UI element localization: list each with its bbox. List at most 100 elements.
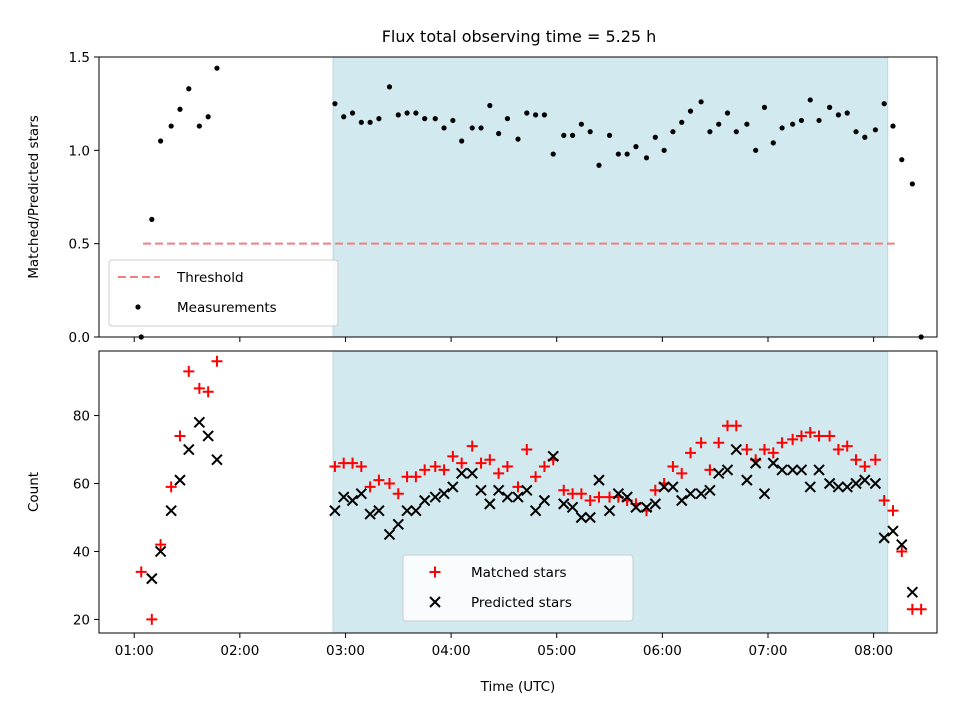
data-point	[484, 498, 496, 510]
data-point	[561, 132, 567, 138]
count-y-axis-label: Count	[26, 472, 42, 512]
data-point	[196, 123, 202, 129]
data-point	[835, 112, 842, 118]
legend-x-marker	[429, 596, 441, 608]
data-point	[859, 474, 871, 486]
data-point	[744, 121, 750, 127]
data-point	[606, 132, 613, 138]
data-point	[202, 386, 214, 398]
data-point	[713, 437, 725, 449]
data-point	[787, 433, 799, 445]
data-point	[524, 110, 530, 116]
data-point	[685, 447, 697, 459]
data-point	[422, 116, 428, 122]
data-point	[429, 491, 441, 503]
data-point	[541, 112, 548, 118]
data-point	[367, 119, 373, 125]
data-point	[584, 511, 596, 524]
count-series-predicted-stars	[146, 416, 919, 598]
data-point	[575, 511, 588, 524]
data-point	[667, 461, 679, 473]
data-point	[441, 125, 447, 131]
data-point	[383, 478, 395, 490]
data-point	[887, 505, 899, 517]
data-point	[146, 613, 158, 625]
data-point	[496, 130, 502, 137]
data-point	[358, 119, 364, 125]
data-point	[395, 112, 401, 118]
data-point	[816, 117, 822, 124]
data-point	[487, 102, 493, 109]
data-point	[501, 491, 514, 503]
data-point	[896, 538, 908, 551]
count-axes-frame	[98, 350, 938, 634]
data-point	[881, 101, 887, 107]
data-point	[643, 155, 650, 161]
data-point	[770, 140, 776, 146]
data-point	[776, 437, 788, 449]
data-point	[538, 494, 551, 507]
data-point	[174, 474, 186, 486]
data-point	[410, 504, 422, 517]
data-point	[418, 494, 431, 507]
data-point	[767, 447, 779, 459]
ratio-observing-span	[332, 56, 889, 338]
data-point	[432, 116, 438, 122]
legend: Matched stars Predicted stars	[402, 554, 634, 622]
data-point	[786, 464, 799, 476]
data-point	[168, 123, 174, 129]
data-point	[869, 477, 882, 490]
ratio-y-axis-label: Matched/Predicted stars	[26, 115, 42, 278]
data-point	[667, 481, 679, 493]
y-tick-label: 80	[73, 409, 90, 425]
data-point	[687, 108, 694, 114]
data-point	[758, 487, 771, 500]
y-tick-label: 1.0	[69, 143, 90, 159]
data-point	[704, 464, 716, 476]
data-point	[392, 518, 404, 530]
data-point	[550, 151, 556, 157]
data-point	[621, 491, 633, 503]
data-point	[558, 498, 570, 510]
data-point	[698, 99, 704, 105]
data-point	[658, 481, 670, 493]
data-point	[749, 457, 762, 469]
data-point	[493, 467, 505, 479]
ratio-series-measurements	[138, 65, 924, 340]
data-point	[730, 420, 742, 432]
data-point	[804, 481, 816, 493]
data-point	[612, 487, 625, 500]
data-point	[456, 457, 468, 469]
data-point	[909, 181, 915, 187]
x-tick-label: 06:00	[643, 643, 682, 659]
data-point	[475, 457, 487, 469]
x-axis-label: Time (UTC)	[480, 679, 556, 695]
data-point	[712, 467, 725, 480]
data-point	[615, 151, 621, 157]
data-point	[135, 566, 147, 578]
data-point	[813, 430, 825, 442]
data-point	[853, 129, 859, 135]
data-point	[183, 443, 195, 456]
data-point	[186, 86, 192, 92]
x-tick-label: 08:00	[854, 643, 893, 659]
data-point	[878, 532, 890, 544]
x-tick-label: 03:00	[326, 643, 365, 659]
data-point	[466, 467, 478, 480]
y-tick-label: 1.5	[69, 50, 90, 66]
data-point	[899, 157, 905, 163]
data-point	[475, 484, 487, 497]
data-point	[478, 125, 484, 131]
data-point	[447, 481, 459, 493]
data-point	[695, 487, 707, 500]
data-point	[804, 427, 816, 439]
data-point	[341, 114, 347, 120]
data-point	[158, 138, 164, 144]
data-point	[869, 454, 881, 466]
data-point	[569, 132, 576, 138]
data-point	[165, 504, 177, 517]
data-point	[355, 487, 368, 500]
data-point	[640, 501, 653, 513]
data-point	[512, 481, 524, 493]
